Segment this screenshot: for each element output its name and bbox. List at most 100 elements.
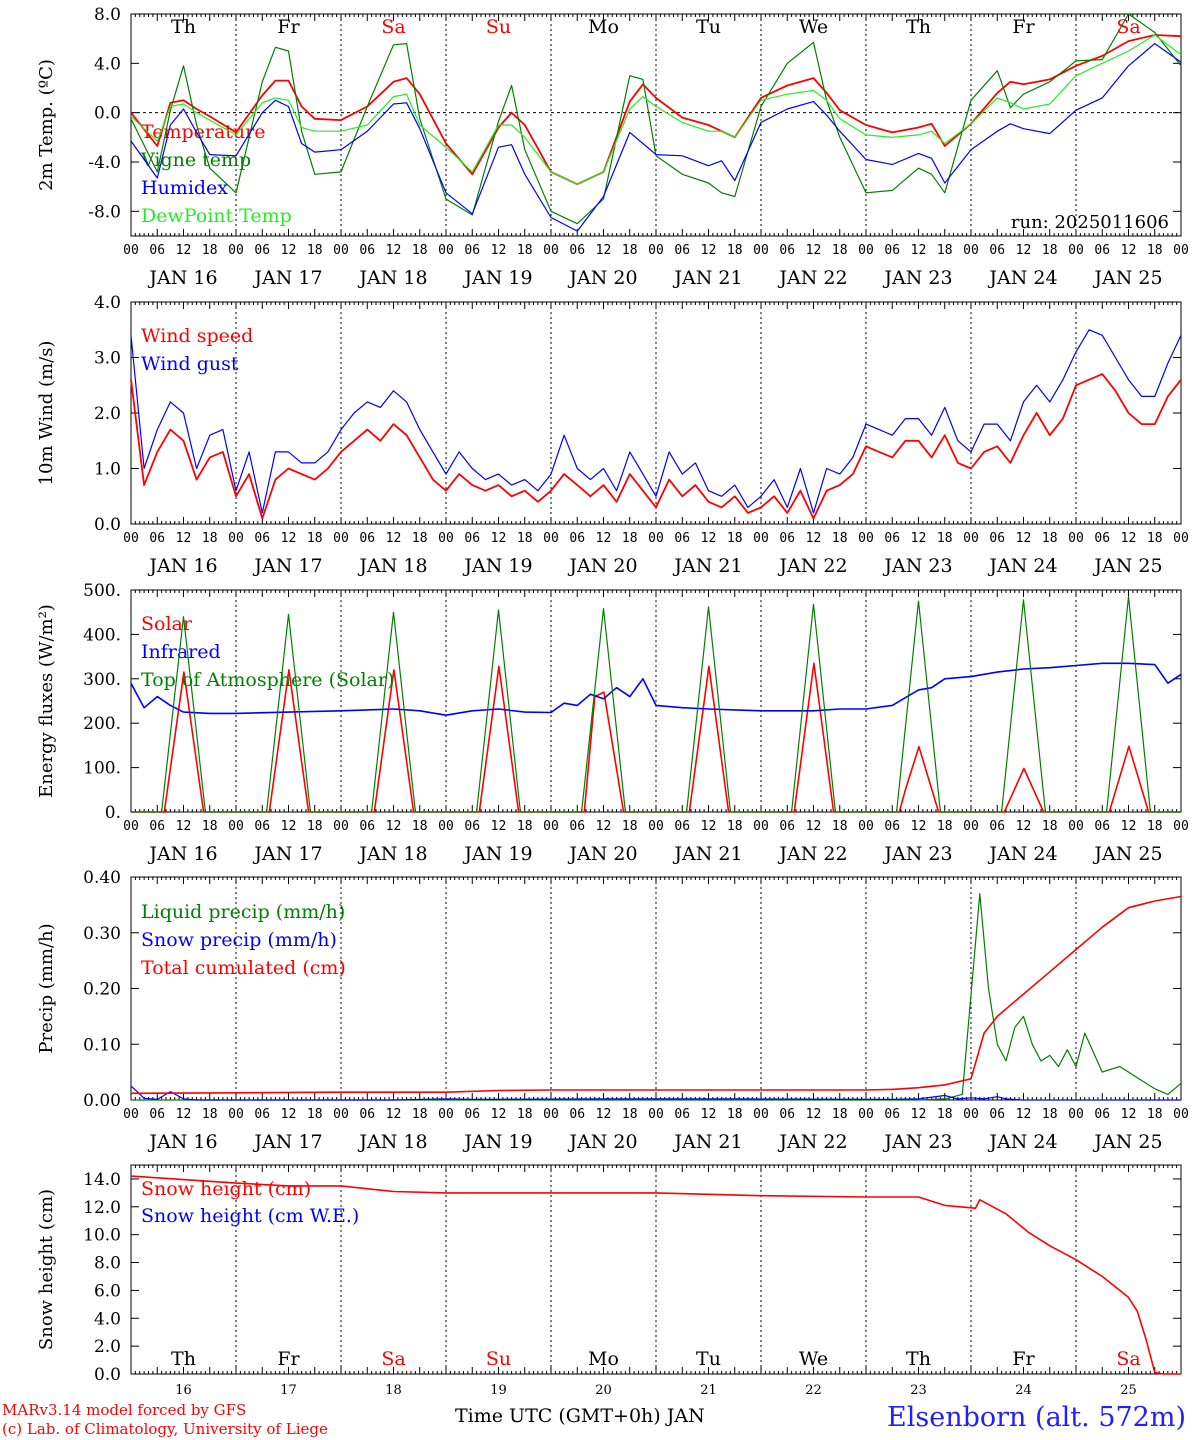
panel3-hour-label: 00 bbox=[228, 819, 244, 834]
panel3-hour-label: 00 bbox=[1068, 819, 1084, 834]
panel1-run-annotation: run: 2025011606 bbox=[1011, 212, 1169, 233]
panel5-series-snow-height-cm bbox=[130, 1175, 1181, 1375]
panel4-legend-entry: Snow precip (mm/h) bbox=[141, 929, 337, 951]
panel4-hour-label: 06 bbox=[674, 1107, 690, 1122]
panel4-date-label: JAN 21 bbox=[672, 1131, 742, 1153]
panel2-hour-label: 00 bbox=[333, 531, 349, 546]
panel5-y-tick-label: 10.0 bbox=[83, 1226, 121, 1246]
panel1-series-temperature bbox=[130, 34, 1182, 186]
panel2-legend-entry: Wind gust bbox=[141, 353, 239, 375]
panel5-y-tick-label: 4.0 bbox=[94, 1309, 121, 1329]
panel3-date-label: JAN 17 bbox=[252, 843, 322, 865]
panel1-legend-entry: Humidex bbox=[141, 177, 228, 199]
weekday-label-bottom: Tu bbox=[696, 1348, 721, 1370]
panel1-hour-label: 18 bbox=[412, 243, 428, 258]
panel1-hour-label: 00 bbox=[123, 243, 139, 258]
panel3-legend-entry: Top of Atmosphere (Solar) bbox=[141, 669, 394, 691]
panel1-hour-label: 12 bbox=[806, 243, 822, 258]
panel4-y-tick-label: 0.00 bbox=[83, 1091, 121, 1111]
panel4-hour-label: 06 bbox=[779, 1107, 795, 1122]
panel2-hour-label: 00 bbox=[648, 531, 664, 546]
panel3-y-tick-label: 500. bbox=[83, 581, 121, 601]
panel1-hour-label: 06 bbox=[569, 243, 585, 258]
panel5-y-tick-label: 12.0 bbox=[83, 1198, 121, 1218]
panel2-date-label: JAN 16 bbox=[147, 555, 217, 577]
panel4-date-label: JAN 17 bbox=[252, 1131, 322, 1153]
institution-credit: (c) Lab. of Climatology, University of L… bbox=[2, 1420, 328, 1438]
panel2-hour-label: 06 bbox=[254, 531, 270, 546]
panel1-hour-label: 00 bbox=[753, 243, 769, 258]
panel4-hour-label: 12 bbox=[386, 1107, 402, 1122]
weekday-label-bottom: Sa bbox=[381, 1348, 405, 1370]
panel1-hour-label: 06 bbox=[674, 243, 690, 258]
panel2-hour-label: 12 bbox=[701, 531, 717, 546]
panel3-hour-label: 12 bbox=[386, 819, 402, 834]
panel1-series-humidex bbox=[130, 42, 1182, 232]
panel4-hour-label: 00 bbox=[228, 1107, 244, 1122]
panel3-hour-label: 18 bbox=[832, 819, 848, 834]
panel4-date-label: JAN 18 bbox=[357, 1131, 427, 1153]
panel4-hour-label: 12 bbox=[491, 1107, 507, 1122]
panel4-hour-label: 06 bbox=[1094, 1107, 1110, 1122]
panel4-hour-label: 00 bbox=[963, 1107, 979, 1122]
weekday-label-bottom: Sa bbox=[1116, 1348, 1140, 1370]
day-number: 18 bbox=[385, 1383, 402, 1398]
panel2-date-label: JAN 18 bbox=[357, 555, 427, 577]
panel4-hour-label: 12 bbox=[281, 1107, 297, 1122]
panel3-date-label: JAN 19 bbox=[462, 843, 532, 865]
panel1-hour-label: 06 bbox=[884, 243, 900, 258]
panel2-hour-label: 12 bbox=[281, 531, 297, 546]
panel1-hour-label: 06 bbox=[254, 243, 270, 258]
day-number: 23 bbox=[910, 1383, 927, 1398]
panel2-y-tick-label: 0.0 bbox=[94, 515, 121, 535]
panel2-date-label: JAN 23 bbox=[882, 555, 952, 577]
panel4-hour-label: 06 bbox=[149, 1107, 165, 1122]
panel5-y-axis-label: Snow height (cm) bbox=[36, 1189, 57, 1350]
panel2-hour-label: 06 bbox=[569, 531, 585, 546]
panel2-hour-label: 18 bbox=[1147, 531, 1163, 546]
weekday-label-top: Sa bbox=[1116, 16, 1140, 38]
panel2-hour-label: 18 bbox=[622, 531, 638, 546]
panel1-hour-label: 18 bbox=[832, 243, 848, 258]
day-number: 19 bbox=[490, 1383, 507, 1398]
panel3-hour-label: 18 bbox=[727, 819, 743, 834]
panel5-legend-entry: Snow height (cm) bbox=[141, 1178, 311, 1200]
panel3-hour-label: 00 bbox=[123, 819, 139, 834]
panel4-date-label: JAN 25 bbox=[1092, 1131, 1162, 1153]
weekday-label-bottom: We bbox=[799, 1348, 828, 1370]
panel1-legend-entry: DewPoint Temp bbox=[141, 205, 292, 227]
panel3-hour-label: 00 bbox=[648, 819, 664, 834]
panel1-hour-label: 00 bbox=[543, 243, 559, 258]
weekday-label-top: Th bbox=[906, 16, 931, 38]
weekday-label-top: Tu bbox=[696, 16, 721, 38]
day-number: 20 bbox=[595, 1383, 612, 1398]
panel4-hour-label: 18 bbox=[622, 1107, 638, 1122]
panel2-hour-label: 12 bbox=[176, 531, 192, 546]
weekday-label-bottom: Th bbox=[906, 1348, 931, 1370]
panel5-legend-entry: Snow height (cm W.E.) bbox=[141, 1205, 359, 1227]
panel4-hour-label: 18 bbox=[202, 1107, 218, 1122]
panel2-hour-label: 00 bbox=[858, 531, 874, 546]
panel3-hour-label: 18 bbox=[202, 819, 218, 834]
model-credit: MARv3.14 model forced by GFS bbox=[2, 1401, 247, 1419]
weekday-label-bottom: Mo bbox=[588, 1348, 619, 1370]
panel3-date-label: JAN 23 bbox=[882, 843, 952, 865]
panel2-hour-label: 00 bbox=[753, 531, 769, 546]
panel1-hour-label: 06 bbox=[464, 243, 480, 258]
panel3-hour-label: 06 bbox=[569, 819, 585, 834]
panel3-date-label: JAN 25 bbox=[1092, 843, 1162, 865]
panel1-hour-label: 18 bbox=[937, 243, 953, 258]
panel4-hour-label: 00 bbox=[1173, 1107, 1189, 1122]
panel2-hour-label: 18 bbox=[202, 531, 218, 546]
panel3-hour-label: 06 bbox=[464, 819, 480, 834]
panel3-y-tick-label: 300. bbox=[83, 670, 121, 690]
panel5-y-tick-label: 8.0 bbox=[94, 1254, 121, 1274]
panel3-legend-entry: Solar bbox=[141, 613, 193, 635]
panel1-hour-label: 00 bbox=[228, 243, 244, 258]
panel2-date-label: JAN 25 bbox=[1092, 555, 1162, 577]
panel1-date-label: JAN 18 bbox=[357, 267, 427, 289]
panel1-hour-label: 06 bbox=[1094, 243, 1110, 258]
panel4-date-label: JAN 19 bbox=[462, 1131, 532, 1153]
day-number: 24 bbox=[1015, 1383, 1032, 1398]
